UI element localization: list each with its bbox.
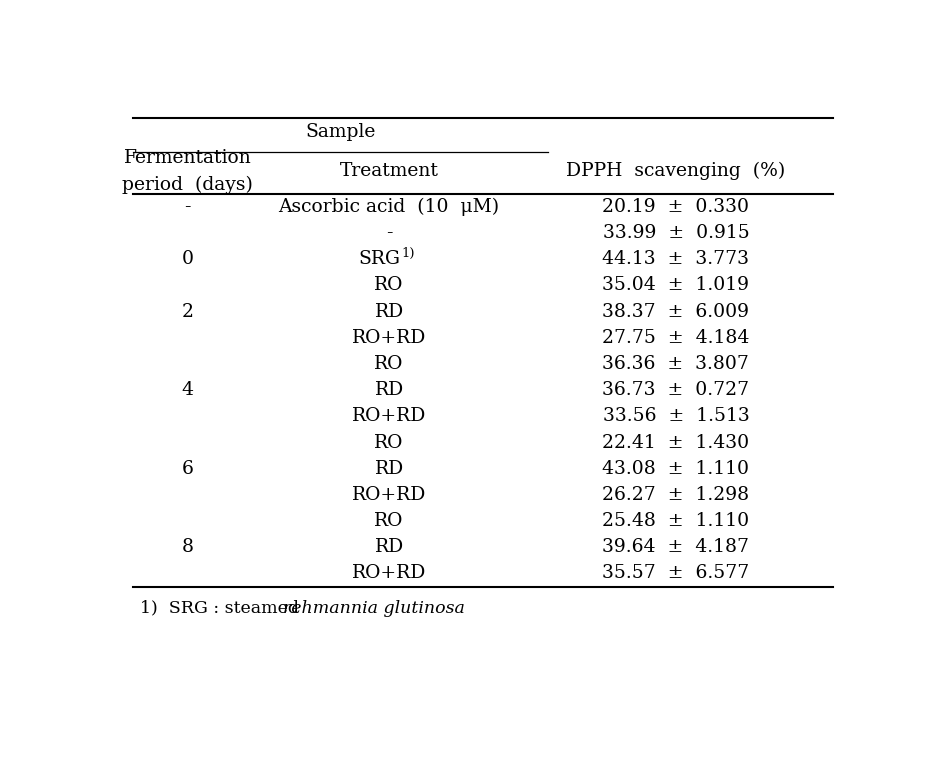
- Text: RD: RD: [374, 381, 404, 399]
- Text: 36.73  ±  0.727: 36.73 ± 0.727: [603, 381, 750, 399]
- Text: 1)  SRG : steamed: 1) SRG : steamed: [140, 600, 304, 616]
- Text: RO: RO: [374, 512, 404, 530]
- Text: RO+RD: RO+RD: [352, 565, 426, 582]
- Text: 27.75  ±  4.184: 27.75 ± 4.184: [603, 329, 750, 347]
- Text: 25.48  ±  1.110: 25.48 ± 1.110: [603, 512, 750, 530]
- Text: RO: RO: [374, 434, 404, 452]
- Text: rehmannia glutinosa: rehmannia glutinosa: [283, 600, 465, 616]
- Text: Sample: Sample: [306, 123, 376, 141]
- Text: 35.57  ±  6.577: 35.57 ± 6.577: [603, 565, 750, 582]
- Text: 43.08  ±  1.110: 43.08 ± 1.110: [603, 459, 750, 478]
- Text: 2: 2: [182, 303, 193, 321]
- Text: 8: 8: [182, 538, 193, 556]
- Text: 1): 1): [402, 247, 415, 260]
- Text: RO: RO: [374, 355, 404, 373]
- Text: RO+RD: RO+RD: [352, 329, 426, 347]
- Text: 38.37  ±  6.009: 38.37 ± 6.009: [603, 303, 750, 321]
- Text: 39.64  ±  4.187: 39.64 ± 4.187: [603, 538, 750, 556]
- Text: -: -: [185, 198, 190, 216]
- Text: RD: RD: [374, 538, 404, 556]
- Text: RD: RD: [374, 303, 404, 321]
- Text: 36.36  ±  3.807: 36.36 ± 3.807: [603, 355, 750, 373]
- Text: -: -: [386, 224, 392, 242]
- Text: 33.56  ±  1.513: 33.56 ± 1.513: [603, 408, 750, 425]
- Text: 33.99  ±  0.915: 33.99 ± 0.915: [603, 224, 750, 242]
- Text: 4: 4: [182, 381, 193, 399]
- Text: RD: RD: [374, 459, 404, 478]
- Text: DPPH  scavenging  (%): DPPH scavenging (%): [566, 162, 786, 181]
- Text: 0: 0: [182, 250, 193, 268]
- Text: 35.04  ±  1.019: 35.04 ± 1.019: [603, 277, 750, 294]
- Text: SRG: SRG: [359, 250, 401, 268]
- Text: RO+RD: RO+RD: [352, 408, 426, 425]
- Text: 6: 6: [182, 459, 193, 478]
- Text: 22.41  ±  1.430: 22.41 ± 1.430: [603, 434, 750, 452]
- Text: RO: RO: [374, 277, 404, 294]
- Text: 26.27  ±  1.298: 26.27 ± 1.298: [603, 486, 750, 504]
- Text: Treatment: Treatment: [339, 162, 438, 180]
- Text: 20.19  ±  0.330: 20.19 ± 0.330: [603, 198, 750, 216]
- Text: Fermentation
period  (days): Fermentation period (days): [123, 149, 253, 194]
- Text: 44.13  ±  3.773: 44.13 ± 3.773: [603, 250, 750, 268]
- Text: RO+RD: RO+RD: [352, 486, 426, 504]
- Text: Ascorbic acid  (10  μM): Ascorbic acid (10 μM): [278, 198, 500, 216]
